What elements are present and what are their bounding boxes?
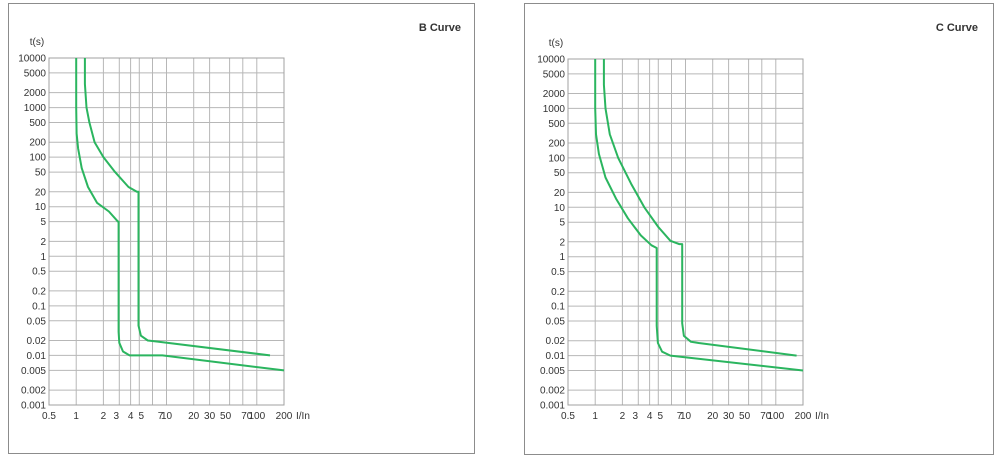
x-tick-label: 50 [220,411,232,422]
x-tick-label: 5 [139,411,145,422]
y-tick-label: 2 [40,237,46,248]
plot-frame [567,58,804,406]
y-tick-label: 5000 [24,68,47,79]
x-tick-label: 200 [276,411,293,422]
grid-lines [568,58,804,406]
y-tick-label: 0.5 [32,267,46,278]
y-tick-label: 0.002 [21,386,46,397]
plot-frame [48,57,285,406]
y-tick-label: 0.01 [27,351,47,362]
y-tick-label: 0.1 [551,302,565,313]
x-tick-label: 30 [723,411,735,422]
y-tick-label: 1000 [24,103,47,114]
y-tick-label: 2000 [24,88,47,99]
upper-trip-curve [602,59,797,357]
x-tick-label: 4 [647,411,653,422]
y-tick-label: 0.2 [551,287,565,298]
y-tick-label: 10000 [18,54,46,65]
x-tick-label: 20 [188,411,200,422]
x-tick-label: 1 [73,411,79,422]
x-tick-label: 0.5 [561,411,575,422]
x-axis-label: I/In [815,411,829,422]
y-tick-label: 1 [559,252,565,263]
y-tick-label: 100 [29,153,46,164]
y-tick-label: 500 [548,119,565,130]
y-tick-label: 0.5 [551,267,565,278]
y-tick-label: 10 [554,203,566,214]
x-tick-label: 4 [128,411,134,422]
y-tick-label: 5000 [543,69,566,80]
x-tick-label: 0.5 [42,411,56,422]
y-tick-label: 10000 [537,55,565,66]
x-tick-label: 70 [241,411,253,422]
y-axis-label: t(s) [30,37,44,48]
upper-trip-curve [83,58,271,357]
x-tick-label: 1 [592,411,598,422]
b-curve-panel: 0.001 0.002 0.005 0.01 0.02 0.05 0.1 0.2 0.5 1 2 5 1… [8,3,475,454]
x-tick-label: 100 [248,411,265,422]
y-tick-label: 0.001 [21,401,46,412]
y-tick-label: 0.01 [546,351,566,362]
x-tick-label: 20 [707,411,719,422]
y-tick-label: 0.02 [27,336,47,347]
y-tick-label: 50 [554,168,566,179]
y-tick-label: 2 [559,237,565,248]
lower-trip-curve [594,59,804,372]
y-tick-label: 1000 [543,104,566,115]
y-tick-label: 200 [29,138,46,149]
x-tick-label: 3 [114,411,120,422]
chart-title: C Curve [936,22,978,34]
x-tick-label: 2 [101,411,107,422]
x-tick-label: 200 [795,411,812,422]
y-tick-label: 0.1 [32,301,46,312]
y-tick-label: 20 [554,188,566,199]
y-tick-label: 0.2 [32,286,46,297]
y-tick-label: 100 [548,153,565,164]
y-tick-label: 0.02 [546,336,566,347]
x-tick-label: 50 [739,411,751,422]
y-tick-label: 10 [35,202,47,213]
lower-trip-curve [75,58,285,372]
x-tick-label: 10 [680,411,692,422]
y-tick-label: 20 [35,187,47,198]
x-tick-label: 3 [633,411,639,422]
x-tick-label: 5 [658,411,664,422]
x-tick-label: 7 [158,411,164,422]
y-tick-label: 2000 [543,89,566,100]
y-tick-label: 5 [40,217,46,228]
y-tick-label: 0.005 [540,366,565,377]
x-tick-label: 30 [204,411,216,422]
y-tick-label: 0.002 [540,386,565,397]
y-tick-label: 5 [559,218,565,229]
y-tick-label: 0.001 [540,401,565,412]
y-tick-label: 50 [35,168,47,179]
c-curve-panel: 0.001 0.002 0.005 0.01 0.02 0.05 0.1 0.2 0.5 1 2 5 1… [524,3,994,455]
y-tick-label: 0.05 [27,316,47,327]
x-tick-label: 10 [161,411,173,422]
y-tick-label: 500 [29,118,46,129]
y-tick-label: 200 [548,139,565,150]
x-tick-label: 2 [620,411,626,422]
b-curve-chart: 0.001 0.002 0.005 0.01 0.02 0.05 0.1 0.2 0.5 1 2 5 1… [18,22,461,422]
chart-title: B Curve [419,22,461,34]
y-tick-label: 1 [40,252,46,263]
x-tick-label: 70 [760,411,772,422]
y-axis-label: t(s) [549,38,563,49]
x-tick-label: 100 [767,411,784,422]
y-tick-label: 0.05 [546,317,566,328]
y-tick-label: 0.005 [21,366,46,377]
x-axis-label: I/In [296,411,310,422]
c-curve-chart: 0.001 0.002 0.005 0.01 0.02 0.05 0.1 0.2 0.5 1 2 5 1… [537,22,978,422]
x-tick-label: 7 [677,411,683,422]
